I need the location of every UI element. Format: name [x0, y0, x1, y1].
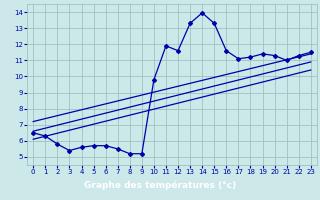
Text: Graphe des températures (°c): Graphe des températures (°c) [84, 180, 236, 190]
